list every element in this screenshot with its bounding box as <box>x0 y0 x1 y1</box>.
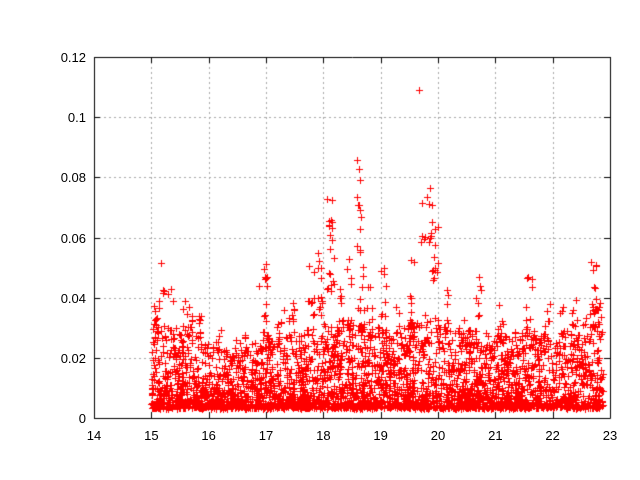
x-tick-label: 17 <box>258 428 274 443</box>
y-tick-label: 0.02 <box>60 350 86 366</box>
y-tick-label: 0.06 <box>60 230 86 246</box>
x-tick-label: 20 <box>430 428 446 443</box>
y-tick-label: 0.12 <box>60 50 86 65</box>
x-tick-label: 15 <box>144 428 159 443</box>
x-tick-label: 22 <box>545 428 560 443</box>
x-tick-label: 19 <box>373 428 388 443</box>
y-tick-label: 0 <box>78 411 86 426</box>
x-tick-label: 18 <box>316 428 331 443</box>
x-tick-label: 23 <box>602 428 618 443</box>
y-tick-label: 0.1 <box>67 110 86 126</box>
y-tick-label: 0.04 <box>60 290 86 306</box>
x-tick-label: 16 <box>201 428 216 443</box>
x-tick-label: 21 <box>488 428 503 443</box>
y-tick-label: 0.08 <box>60 170 86 186</box>
x-tick-label: 14 <box>86 428 102 443</box>
